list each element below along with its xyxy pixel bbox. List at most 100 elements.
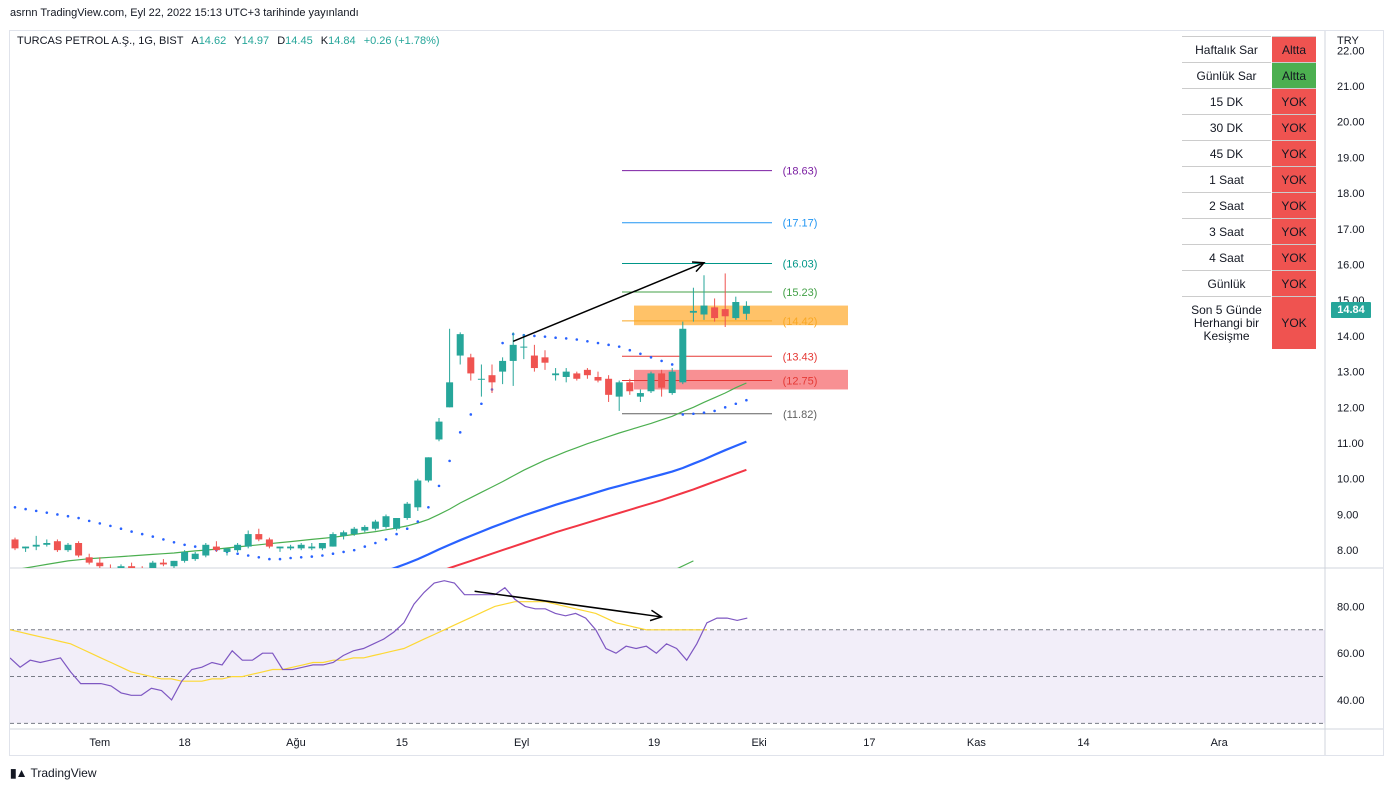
rsi-tick-label: 40.00 [1337,695,1365,707]
candle [255,528,263,542]
sar-dot [734,402,738,406]
candle-body [297,544,305,549]
status-row-value: YOK [1271,218,1316,245]
sar-dot [321,554,324,557]
candle-body [85,557,93,563]
price-tick-label: 18.00 [1337,188,1365,200]
sar-dot [98,522,102,525]
sar-dot [77,516,80,520]
price-tick-label: 11.00 [1337,438,1364,450]
status-row-value: Altta [1271,62,1316,89]
candle-body [371,521,379,529]
sar-dot [395,532,398,536]
sar-dot [268,557,271,561]
candle-body [43,543,51,545]
sar-dot [363,545,367,548]
candle [244,530,252,549]
sar-dot [702,411,706,414]
candle [371,519,379,531]
candle-body [541,357,549,363]
sar-dot [257,555,261,559]
level-label: (15.23) [783,287,818,299]
sar-dot [331,552,335,556]
candle-body [149,562,157,568]
candle-body [615,382,623,397]
candle [53,539,61,552]
tradingview-logo-icon[interactable]: ▮▲ [10,766,28,780]
symbol-label[interactable]: TURCAS PETROL A.Ş., 1G, BIST [17,35,184,47]
sar-dot [692,412,695,416]
candle-body [499,360,507,372]
ema-long-line [677,560,694,568]
candle [499,357,507,385]
level-label: (16.03) [783,258,818,270]
status-row-label: 2 Saat [1182,192,1272,219]
price-tick-label: 21.00 [1337,81,1365,93]
candle [488,364,496,394]
status-row-value: YOK [1271,88,1316,115]
sar-dot [660,359,663,363]
candle [191,551,199,561]
sar-dot [109,524,112,528]
price-tick-label: 12.00 [1337,402,1365,414]
status-row: Günlük Sar Altta [1182,62,1316,89]
candle-body [22,546,30,549]
candle-body [329,534,337,547]
ema-blue-line [391,440,747,568]
sar-dot [469,413,473,416]
candle-body [732,302,740,319]
time-tick-label: 19 [648,737,660,749]
sar-dot [87,519,91,523]
price-tick-label: 20.00 [1337,117,1365,129]
price-tick-label: 8.00 [1337,545,1358,557]
sar-dot [596,341,600,345]
status-table: Haftalık Sar Altta Günlük Sar Altta 15 DK YOK… [1182,36,1316,349]
status-row-label: 3 Saat [1182,218,1272,245]
time-tick-label: Tem [89,737,110,749]
candle [234,543,242,552]
candle [732,296,740,320]
candle [159,559,167,567]
candle [287,544,295,551]
open-label: A [191,35,199,47]
rsi-line [10,580,748,701]
candle [711,298,719,322]
candle-body [583,369,591,376]
time-tick-label: 18 [178,737,190,749]
status-row: 15 DK YOK [1182,88,1316,115]
candle-body [393,518,401,529]
sar-dot [458,431,462,434]
level-zone [634,305,848,326]
status-row-label: 1 Saat [1182,166,1272,193]
high-value: 14.97 [241,35,270,47]
status-row: 45 DK YOK [1182,140,1316,167]
candle-body [350,528,358,535]
sar-dot [66,514,70,518]
candle [96,557,104,568]
price-tick-label: 16.00 [1337,260,1365,272]
time-tick-label: Eyl [514,737,529,749]
status-row: 1 Saat YOK [1182,166,1316,193]
sar-dot [639,352,642,356]
sar-dot [607,343,610,347]
candle [552,368,560,381]
brand-name[interactable]: TradingView [30,766,97,780]
candle-body [11,539,19,549]
close-label: K [320,35,329,47]
candle [647,371,655,394]
candle-body [467,357,475,374]
status-row: 4 Saat YOK [1182,244,1316,271]
sar-dot [448,459,451,463]
time-tick-label: Kas [967,737,986,749]
candle-body [456,334,464,356]
candle-body [530,355,538,369]
candle [594,371,602,383]
candle-body [202,544,210,556]
candle [658,369,666,397]
status-row: 30 DK YOK [1182,114,1316,141]
candle-body [742,305,750,314]
candle-body [679,328,687,383]
candle [520,334,528,360]
candle-body [605,378,613,395]
